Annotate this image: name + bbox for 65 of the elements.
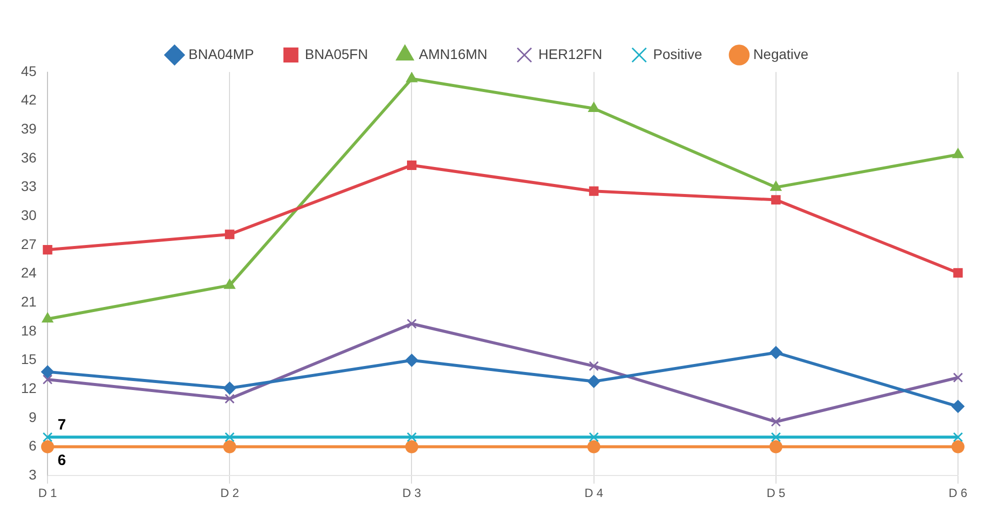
y-tick-label: 42 xyxy=(20,92,37,108)
y-tick-label: 39 xyxy=(20,120,37,137)
point xyxy=(587,440,600,454)
y-tick-label: 33 xyxy=(20,178,37,194)
y-tick-label: 6 xyxy=(28,438,37,454)
y-tick-label: 45 xyxy=(20,62,37,79)
point xyxy=(953,268,963,278)
point xyxy=(770,416,781,427)
point xyxy=(587,374,600,388)
legend-label: AMN16MN xyxy=(418,46,488,62)
point xyxy=(406,318,417,329)
y-tick-label: 30 xyxy=(20,207,37,223)
point xyxy=(224,278,236,289)
annotation: 6 xyxy=(58,452,66,469)
point xyxy=(405,354,418,367)
x-tick-label: D 1 xyxy=(38,486,58,500)
point xyxy=(952,400,964,413)
point xyxy=(223,382,236,395)
point xyxy=(224,432,235,442)
y-tick-label: 24 xyxy=(20,264,37,281)
point xyxy=(42,432,53,442)
point xyxy=(405,440,418,454)
point xyxy=(224,394,235,404)
point xyxy=(223,440,236,454)
point xyxy=(770,180,782,191)
point xyxy=(588,102,600,112)
legend-label: Negative xyxy=(753,46,809,62)
legend-label: HER12FN xyxy=(538,46,602,62)
point xyxy=(406,72,418,82)
point xyxy=(952,440,964,454)
point xyxy=(952,148,964,158)
point xyxy=(41,440,54,454)
point xyxy=(589,186,599,196)
point xyxy=(42,312,54,322)
point xyxy=(769,440,782,454)
x-tick-label: D 3 xyxy=(402,486,422,500)
legend-label: BNA05FN xyxy=(304,46,368,62)
y-tick-label: 27 xyxy=(20,236,37,252)
annotation: 7 xyxy=(58,416,66,434)
point xyxy=(42,245,52,255)
y-tick-label: 9 xyxy=(28,408,37,425)
point xyxy=(406,432,417,442)
y-tick-label: 18 xyxy=(20,322,37,338)
y-tick-label: 15 xyxy=(20,351,37,368)
y-tick-label: 12 xyxy=(20,380,37,396)
y-tick-label: 21 xyxy=(20,293,37,310)
x-tick-label: D 6 xyxy=(948,486,968,500)
y-tick-label: 36 xyxy=(20,149,37,166)
legend-label: Positive xyxy=(653,46,702,62)
point xyxy=(953,432,963,442)
x-tick-label: D 4 xyxy=(584,486,604,500)
point xyxy=(588,432,599,442)
point xyxy=(224,230,234,240)
legend-label: BNA04MP xyxy=(188,46,254,62)
point xyxy=(588,361,599,372)
point xyxy=(41,365,54,378)
point xyxy=(771,195,781,205)
point xyxy=(42,374,53,384)
point xyxy=(769,346,782,360)
y-tick-label: 3 xyxy=(28,466,37,482)
point xyxy=(953,372,963,383)
x-tick-label: D 5 xyxy=(766,486,786,500)
point xyxy=(407,160,416,170)
x-tick-label: D 2 xyxy=(220,486,240,500)
point xyxy=(770,432,781,442)
